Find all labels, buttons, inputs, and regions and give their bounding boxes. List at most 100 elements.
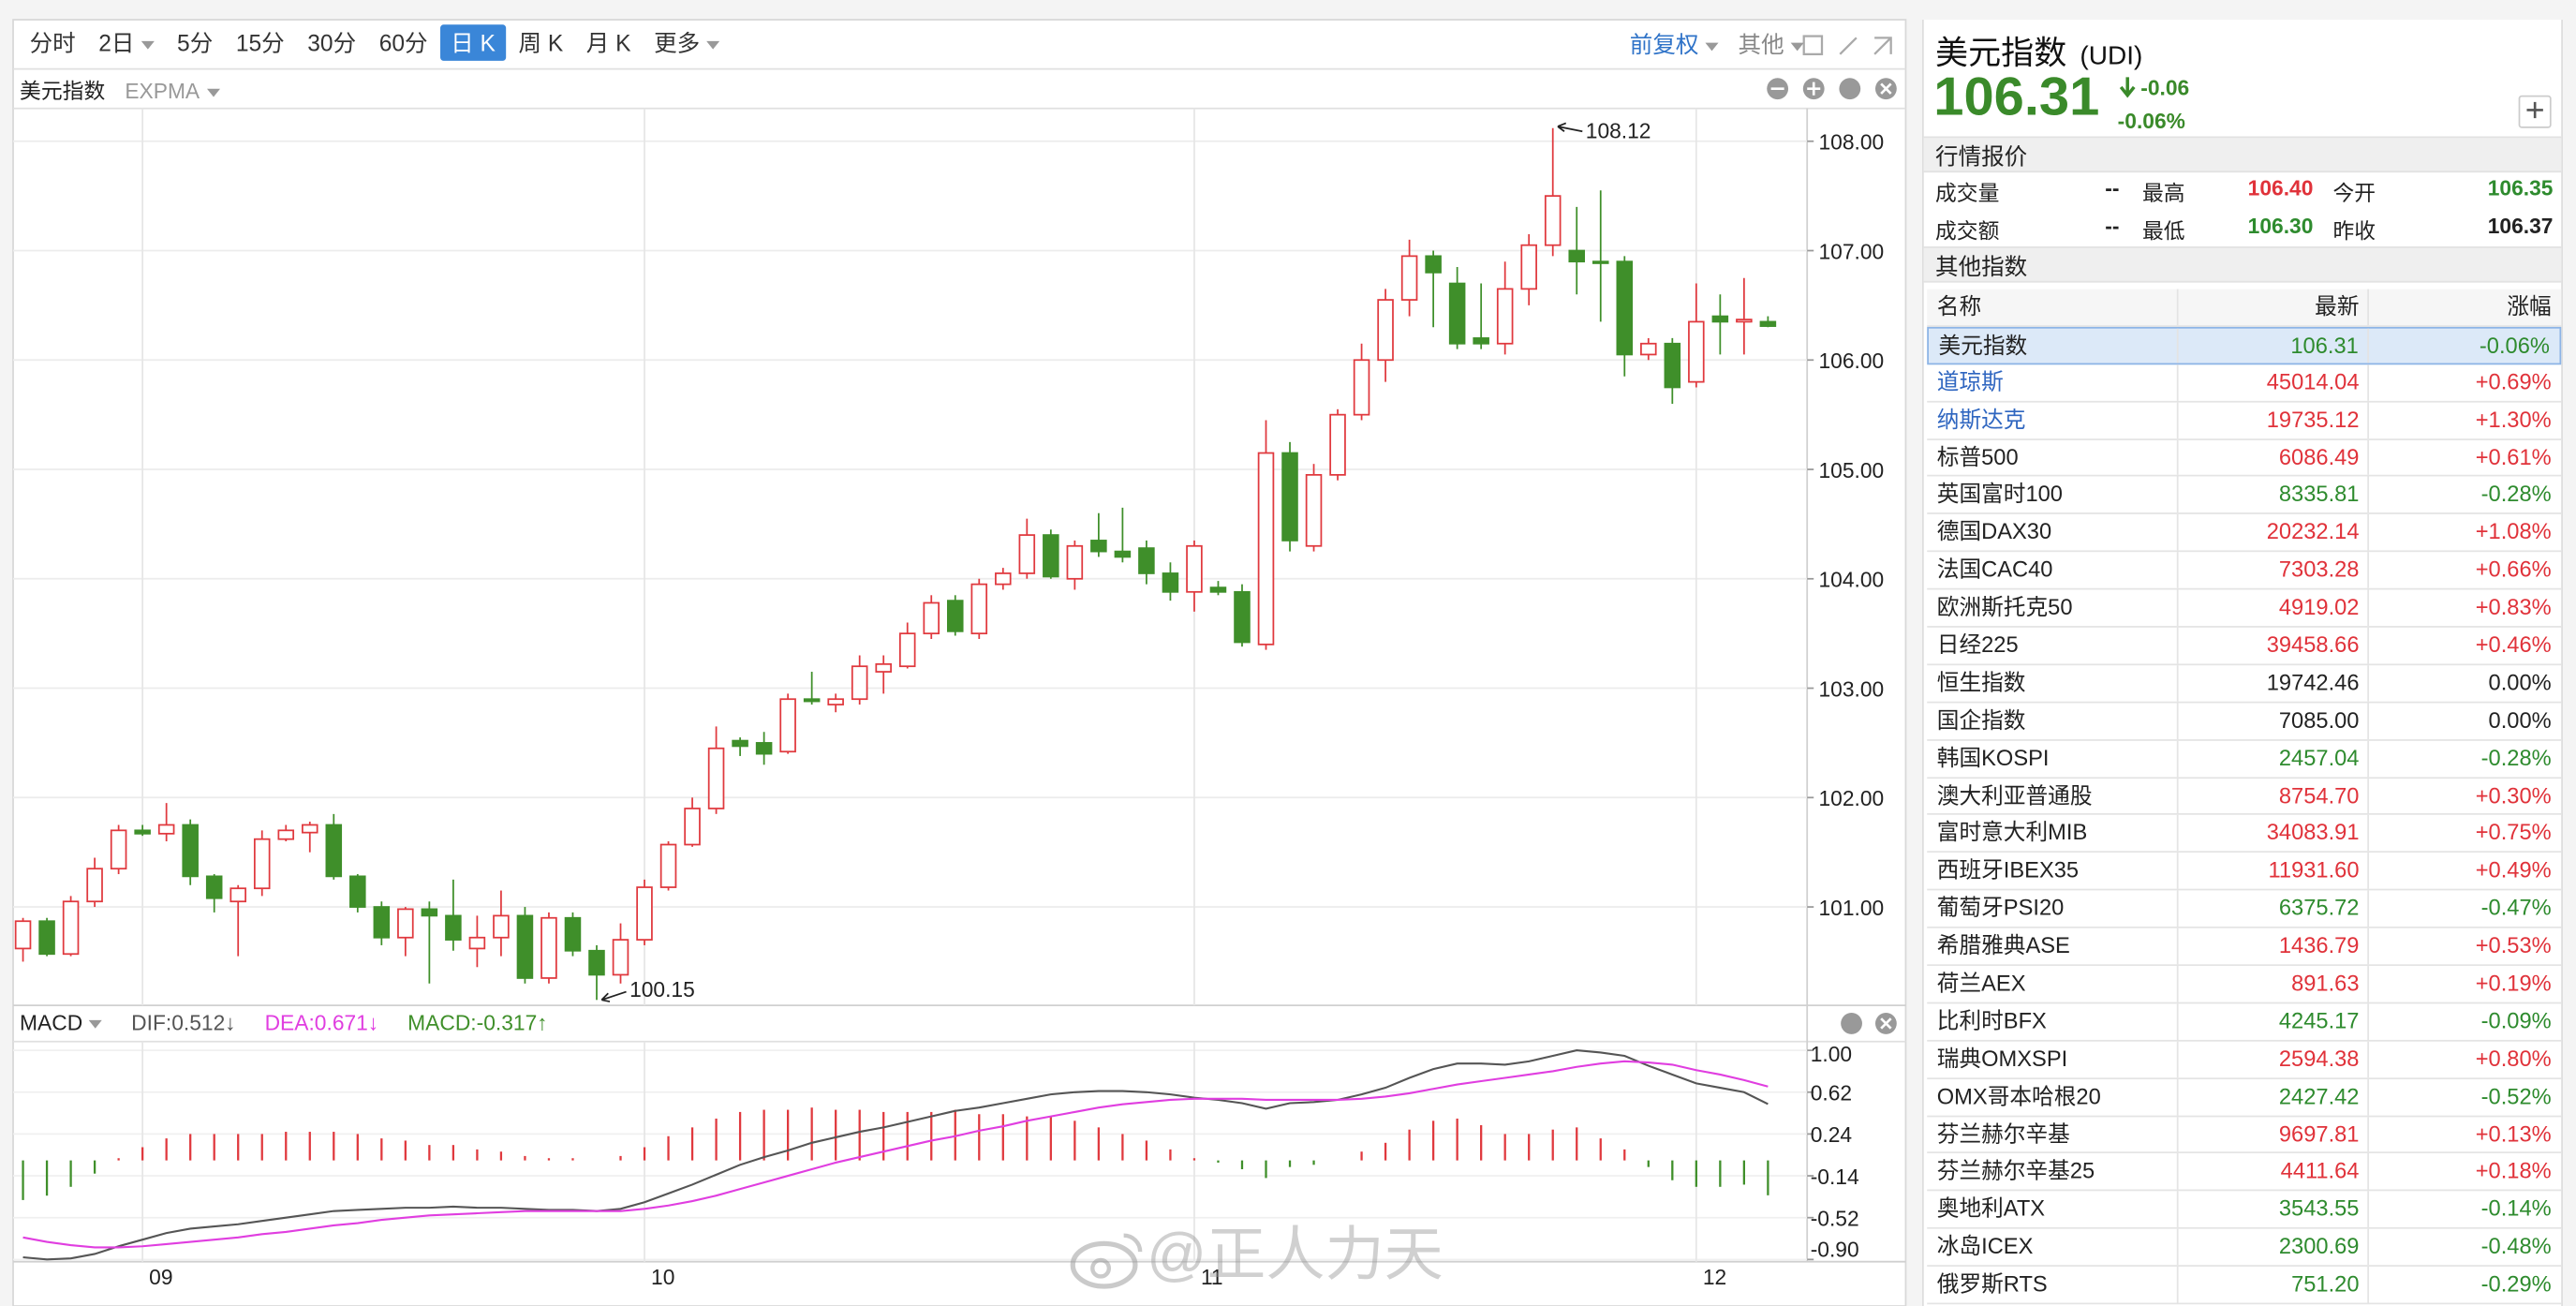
table-row[interactable]: 法国CAC40 7303.28 +0.66%: [1927, 552, 2562, 590]
y-tick-label: 108.00: [1818, 130, 1884, 155]
index-change: +0.69%: [2475, 369, 2552, 394]
table-row[interactable]: 日经225 39458.66 +0.46%: [1927, 627, 2562, 666]
candle-body: [1281, 452, 1298, 542]
candle-body: [373, 906, 391, 939]
table-row[interactable]: 比利时BFX 4245.17 -0.09%: [1927, 1003, 2562, 1042]
table-row[interactable]: 道琼斯 45014.04 +0.69%: [1927, 364, 2562, 403]
index-latest: 2427.42: [2179, 1078, 2370, 1115]
table-row[interactable]: 韩国KOSPI 2457.04 -0.28%: [1927, 740, 2562, 779]
quote-price: 106.31: [1933, 66, 2100, 127]
candle-body: [516, 914, 534, 979]
toolbar-select[interactable]: 其他: [1739, 28, 1804, 61]
table-row[interactable]: 恒生指数 19742.46 0.00%: [1927, 665, 2562, 704]
table-row[interactable]: OMX哥本哈根20 2427.42 -0.52%: [1927, 1078, 2562, 1117]
index-latest: 9697.81: [2179, 1116, 2370, 1153]
max-annotation: 108.12: [1586, 118, 1651, 142]
candle-body: [1257, 452, 1275, 646]
header-cell: 涨幅: [2507, 293, 2552, 319]
icon[interactable]: [1839, 37, 1858, 55]
candle-body: [302, 824, 318, 834]
index-name: 冰岛ICEX: [1927, 1229, 2179, 1266]
candle-body: [205, 875, 223, 899]
index-latest: 891.63: [2179, 966, 2370, 1002]
table-row[interactable]: 奥地利ATX 3543.55 -0.14%: [1927, 1191, 2562, 1230]
x-tick-label: 12: [1703, 1265, 1726, 1289]
label: 成交额: [1935, 218, 2000, 244]
table-row[interactable]: 瑞典OMXSPI 2594.38 +0.80%: [1927, 1041, 2562, 1079]
value: --: [2105, 175, 2120, 200]
icon[interactable]: [1873, 37, 1892, 55]
candle-body: [62, 900, 80, 956]
table-row[interactable]: 芬兰赫尔辛基 9697.81 +0.13%: [1927, 1116, 2562, 1154]
index-name: OMX哥本哈根20: [1927, 1078, 2179, 1115]
table-row[interactable]: 英国富时100 8335.81 -0.28%: [1927, 477, 2562, 515]
toolbar-select[interactable]: 前复权: [1630, 28, 1719, 61]
index-name: 韩国KOSPI: [1927, 740, 2179, 777]
macd-title[interactable]: MACD: [20, 1010, 102, 1034]
label: 最高: [2141, 180, 2185, 206]
candle-body: [182, 824, 199, 878]
annotation-arrow: [1557, 122, 1583, 133]
index-change: -0.52%: [2480, 1083, 2552, 1109]
table-row[interactable]: 纳斯达克 19735.12 +1.30%: [1927, 402, 2562, 440]
period-button[interactable]: 分时: [29, 29, 76, 56]
index-latest: 2594.38: [2179, 1041, 2370, 1077]
period-button[interactable]: 60分: [378, 29, 428, 56]
y-tick-label: 104.00: [1818, 568, 1884, 592]
index-name: 奥地利ATX: [1927, 1191, 2179, 1228]
index-name: 葡萄牙PSI20: [1927, 890, 2179, 928]
period-button[interactable]: 日 K: [440, 24, 506, 61]
period-button[interactable]: 15分: [235, 29, 285, 56]
period-button[interactable]: 30分: [307, 29, 357, 56]
table-row[interactable]: 澳大利亚普通股 8754.70 +0.30%: [1927, 778, 2562, 816]
index-latest: 1436.79: [2179, 928, 2370, 965]
index-latest: 106.31: [2179, 328, 2369, 364]
period-button[interactable]: 周 K: [518, 29, 564, 56]
table-row[interactable]: 葡萄牙PSI20 6375.72 -0.47%: [1927, 890, 2562, 928]
period-button[interactable]: 更多: [644, 24, 730, 61]
candle-body: [946, 600, 964, 632]
candle-body: [1138, 547, 1155, 574]
index-change: +0.30%: [2475, 782, 2552, 808]
candle-body: [1616, 260, 1634, 356]
table-row[interactable]: 美元指数 106.31 -0.06%: [1927, 326, 2562, 364]
table-row[interactable]: 芬兰赫尔辛基25 4411.64 +0.18%: [1927, 1153, 2562, 1192]
table-header: 名称 最新 涨幅: [1927, 289, 2562, 327]
y-tick-label: 0.24: [1811, 1122, 1852, 1147]
index-name: 芬兰赫尔辛基: [1927, 1116, 2179, 1153]
index-name: 俄罗斯RTS: [1927, 1267, 2179, 1303]
legend-dif: DIF:0.512↓: [131, 1010, 236, 1035]
period-button[interactable]: 2日: [89, 24, 164, 61]
index-change: -0.06%: [2479, 333, 2550, 359]
index-name: 英国富时100: [1927, 477, 2179, 513]
table-row[interactable]: 希腊雅典ASE 1436.79 +0.53%: [1927, 928, 2562, 967]
candle-body: [588, 949, 605, 976]
table-row[interactable]: 国企指数 7085.00 0.00%: [1927, 703, 2562, 741]
candle-body: [755, 742, 773, 755]
index-name: 富时意大利MIB: [1927, 815, 2179, 852]
period-button[interactable]: 5分: [177, 29, 214, 56]
table-row[interactable]: 俄罗斯RTS 751.20 -0.29%: [1927, 1267, 2562, 1305]
table-row[interactable]: 冰岛ICEX 2300.69 -0.48%: [1927, 1229, 2562, 1268]
candle-body: [1043, 534, 1059, 578]
table-row[interactable]: 荷兰AEX 891.63 +0.19%: [1927, 966, 2562, 1004]
table-row[interactable]: 标普500 6086.49 +0.61%: [1927, 439, 2562, 478]
icon-gear[interactable]: [1841, 1013, 1862, 1034]
table-row[interactable]: 欧洲斯托克50 4919.02 +0.83%: [1927, 589, 2562, 628]
add-button[interactable]: [2518, 95, 2552, 128]
indicator-select[interactable]: EXPMA: [125, 79, 219, 103]
table-row[interactable]: 富时意大利MIB 34083.91 +0.75%: [1927, 815, 2562, 853]
table-row[interactable]: 德国DAX30 20232.14 +1.08%: [1927, 514, 2562, 553]
period-button[interactable]: 月 K: [585, 29, 631, 56]
icon-glyphs: [1770, 82, 1892, 1030]
panel-icons[interactable]: [1767, 78, 1897, 1034]
market-stats: 成交量 -- 最高 106.40 今开 106.35 成交额 -- 最低 106.30 昨收 106…: [1935, 176, 2553, 245]
value: 106.35: [2487, 175, 2554, 200]
period-toolbar: 分时 2日 5分 15分 30分 60分日 K 周 K 月 K 更多: [20, 24, 733, 61]
section-header: 行情报价: [1923, 136, 2562, 173]
table-row[interactable]: 西班牙IBEX35 11931.60 +0.49%: [1927, 853, 2562, 891]
candle-body: [445, 914, 462, 941]
icon-gear[interactable]: [1839, 78, 1861, 100]
candle-body: [86, 868, 103, 903]
